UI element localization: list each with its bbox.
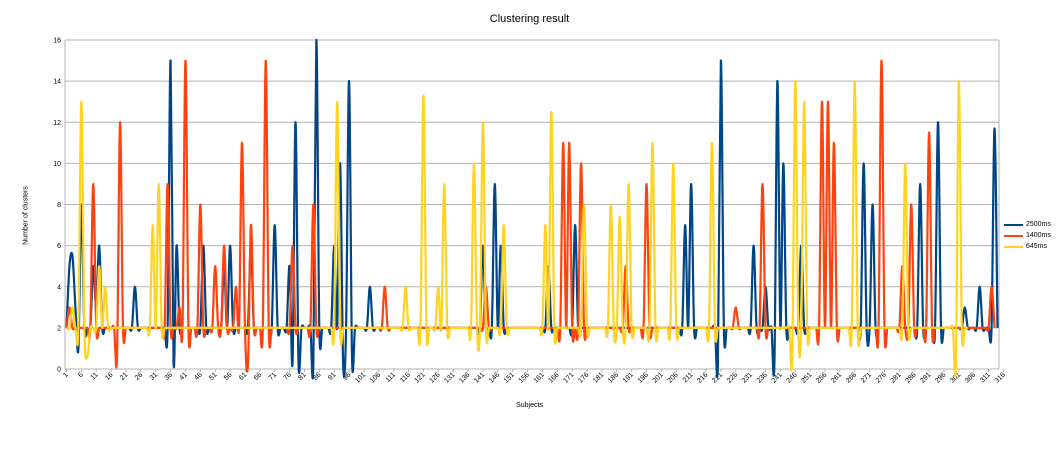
x-tick-label: 16 bbox=[104, 371, 115, 382]
series-line-645ms bbox=[65, 80, 968, 377]
x-tick-label: 41 bbox=[178, 371, 189, 382]
x-tick-label: 111 bbox=[385, 371, 398, 384]
y-tick-label: 4 bbox=[57, 284, 61, 291]
x-tick-label: 136 bbox=[458, 371, 471, 384]
x-tick-label: 11 bbox=[90, 371, 100, 381]
y-tick-label: 6 bbox=[57, 243, 61, 250]
chart-title: Clustering result bbox=[489, 13, 570, 25]
x-tick-label: 46 bbox=[193, 371, 204, 382]
x-tick-label: 176 bbox=[577, 371, 590, 384]
x-tick-label: 146 bbox=[488, 371, 501, 384]
x-tick-label: 256 bbox=[815, 371, 828, 384]
y-tick-label: 8 bbox=[57, 202, 61, 209]
x-tick-label: 121 bbox=[414, 371, 427, 384]
x-tick-label: 316 bbox=[994, 371, 1007, 384]
y-tick-label: 0 bbox=[57, 367, 61, 374]
x-tick-label: 76 bbox=[283, 371, 294, 382]
x-tick-label: 31 bbox=[149, 371, 160, 382]
x-tick-label: 66 bbox=[253, 371, 264, 382]
x-tick-label: 246 bbox=[785, 371, 798, 384]
x-tick-label: 86 bbox=[312, 371, 323, 382]
x-tick-label: 311 bbox=[979, 371, 992, 384]
x-tick-label: 201 bbox=[652, 371, 665, 384]
x-tick-label: 276 bbox=[875, 371, 888, 384]
x-tick-label: 81 bbox=[297, 371, 308, 382]
x-tick-label: 166 bbox=[547, 371, 560, 384]
x-tick-label: 126 bbox=[429, 371, 442, 384]
x-tick-label: 131 bbox=[443, 371, 456, 384]
x-tick-label: 51 bbox=[208, 371, 219, 382]
x-tick-label: 91 bbox=[327, 371, 338, 382]
x-axis-label: Subjects bbox=[516, 402, 543, 409]
x-tick-label: 171 bbox=[562, 371, 575, 384]
x-tick-label: 226 bbox=[726, 371, 739, 384]
y-tick-label: 10 bbox=[53, 161, 61, 168]
x-tick-label: 261 bbox=[830, 371, 843, 384]
x-tick-label: 56 bbox=[223, 371, 234, 382]
x-tick-label: 21 bbox=[119, 371, 130, 382]
x-tick-label: 181 bbox=[592, 371, 605, 384]
x-tick-label: 116 bbox=[399, 371, 412, 384]
legend-swatch bbox=[1004, 234, 1023, 237]
legend-label: 2500ms bbox=[1026, 221, 1051, 228]
x-tick-label: 36 bbox=[164, 371, 175, 382]
legend-label: 645ms bbox=[1026, 243, 1048, 250]
x-tick-label: 161 bbox=[533, 371, 546, 384]
x-tick-label: 291 bbox=[919, 371, 932, 384]
legend: 2500ms 1400ms 645ms bbox=[1004, 219, 1051, 252]
x-tick-label: 266 bbox=[845, 371, 858, 384]
y-tick-label: 14 bbox=[53, 79, 61, 86]
x-tick-label: 271 bbox=[860, 371, 873, 384]
x-tick-label: 96 bbox=[342, 371, 353, 382]
x-tick-label: 286 bbox=[904, 371, 917, 384]
x-tick-label: 26 bbox=[134, 371, 145, 382]
x-tick-label: 216 bbox=[696, 371, 709, 384]
x-tick-label: 61 bbox=[238, 371, 249, 382]
x-tick-label: 141 bbox=[473, 371, 486, 384]
x-tick-label: 196 bbox=[637, 371, 650, 384]
legend-swatch bbox=[1004, 245, 1023, 248]
x-tick-label: 211 bbox=[682, 371, 695, 384]
x-tick-label: 151 bbox=[503, 371, 516, 384]
x-tick-label: 101 bbox=[354, 371, 367, 384]
x-tick-label: 156 bbox=[518, 371, 531, 384]
y-tick-label: 12 bbox=[53, 120, 61, 127]
x-tick-label: 191 bbox=[622, 371, 635, 384]
x-tick-label: 1 bbox=[62, 371, 70, 379]
x-tick-label: 206 bbox=[666, 371, 679, 384]
x-tick-label: 306 bbox=[964, 371, 977, 384]
x-tick-label: 251 bbox=[800, 371, 813, 384]
legend-item: 2500ms bbox=[1004, 219, 1051, 230]
x-tick-label: 281 bbox=[890, 371, 903, 384]
legend-item: 645ms bbox=[1004, 241, 1051, 252]
x-tick-label: 71 bbox=[268, 371, 279, 382]
x-tick-label: 236 bbox=[756, 371, 769, 384]
x-tick-label: 106 bbox=[369, 371, 382, 384]
x-tick-label: 296 bbox=[934, 371, 947, 384]
legend-label: 1400ms bbox=[1026, 232, 1051, 239]
x-tick-label: 186 bbox=[607, 371, 620, 384]
x-tick-label: 6 bbox=[77, 371, 85, 379]
legend-item: 1400ms bbox=[1004, 230, 1051, 241]
y-tick-label: 2 bbox=[57, 325, 61, 332]
y-tick-label: 16 bbox=[53, 38, 61, 45]
legend-swatch bbox=[1004, 223, 1023, 226]
x-tick-label: 231 bbox=[741, 371, 754, 384]
